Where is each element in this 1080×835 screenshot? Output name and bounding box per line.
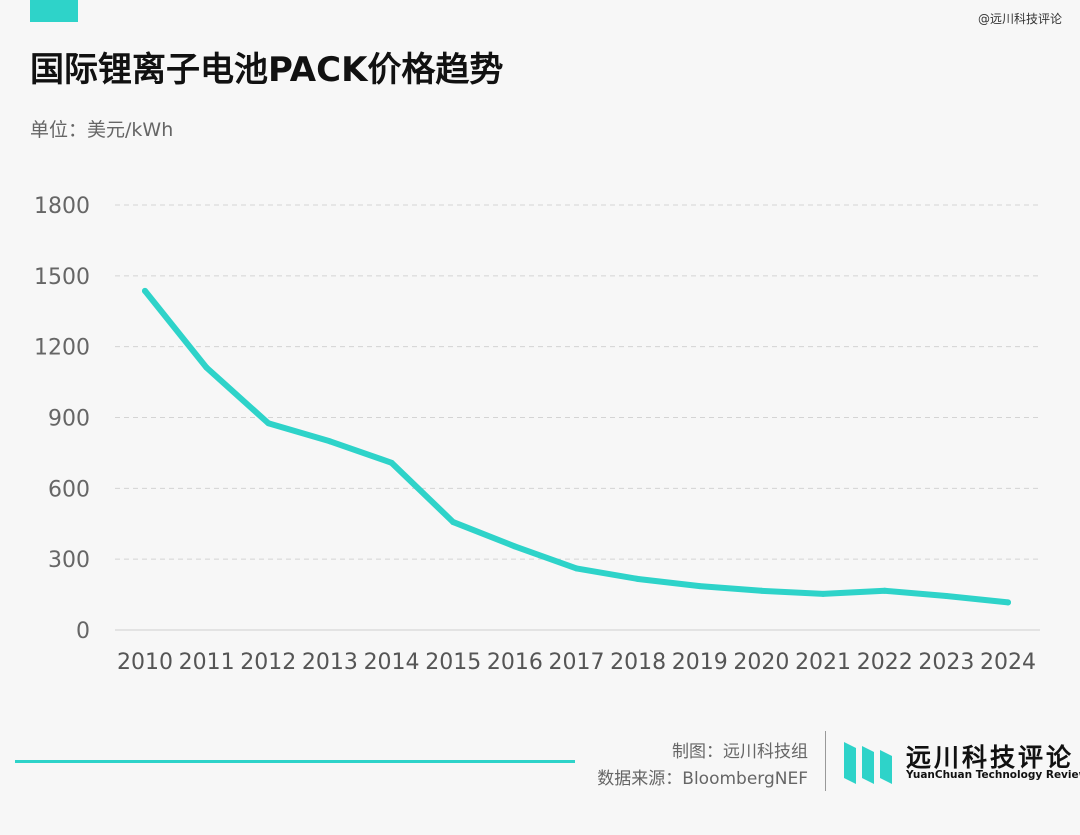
x-axis-ticks: 2010 2011 2012 2013 2014 2015 2016 2017 2018 2019…	[117, 650, 1036, 675]
footer-divider	[825, 731, 826, 791]
data-point	[820, 590, 827, 597]
x-tick-label: 2010	[117, 650, 173, 675]
series-line	[142, 287, 1011, 606]
data-point	[203, 364, 210, 371]
series-layer	[142, 287, 1011, 606]
brand-logo-icon	[844, 742, 892, 784]
x-tick-label: 2016	[487, 650, 543, 675]
data-point	[758, 587, 765, 594]
x-tick-label: 2020	[733, 650, 789, 675]
data-point	[943, 593, 950, 599]
x-tick-label: 2018	[610, 650, 666, 675]
y-axis-ticks: 0 300 600 900 1200 1500 1800	[34, 194, 90, 644]
x-tick-label: 2017	[549, 650, 605, 675]
grid-lines	[115, 204, 1040, 631]
x-tick-label: 2013	[302, 650, 358, 675]
data-point	[450, 519, 457, 526]
data-point	[326, 438, 333, 445]
y-tick-label: 900	[48, 407, 90, 432]
chart-maker-credit: 制图：远川科技组	[672, 742, 808, 762]
footer-accent-line	[15, 760, 575, 763]
data-point	[388, 459, 395, 466]
x-tick-label: 2015	[425, 650, 481, 675]
data-point	[1005, 599, 1011, 606]
x-tick-label: 2011	[179, 650, 235, 675]
y-tick-label: 1800	[34, 194, 90, 219]
y-tick-label: 0	[76, 619, 90, 644]
data-source-credit: 数据来源：BloombergNEF	[597, 769, 808, 789]
data-point	[881, 587, 888, 594]
y-tick-label: 1500	[34, 265, 90, 290]
y-tick-label: 600	[48, 477, 90, 502]
x-tick-label: 2024	[980, 650, 1036, 675]
data-point	[142, 287, 148, 294]
corner-accent-block	[30, 0, 78, 22]
data-point	[573, 565, 580, 572]
y-tick-label: 1200	[34, 336, 90, 361]
data-point	[696, 583, 703, 590]
brand-name-cn: 远川科技评论	[906, 743, 1075, 772]
x-tick-label: 2014	[364, 650, 420, 675]
x-tick-label: 2023	[918, 650, 974, 675]
data-points	[142, 287, 1011, 606]
y-tick-label: 300	[48, 548, 90, 573]
data-point	[265, 420, 272, 427]
data-point	[635, 576, 642, 582]
watermark: @远川科技评论	[977, 12, 1062, 26]
unit-label: 单位：美元/kWh	[30, 119, 174, 141]
page-title: 国际锂离子电池PACK价格趋势	[30, 50, 504, 90]
data-point	[511, 543, 518, 550]
brand-name-en: YuanChuan Technology Review	[906, 769, 1080, 781]
x-tick-label: 2022	[857, 650, 913, 675]
x-tick-label: 2019	[672, 650, 728, 675]
x-tick-label: 2012	[240, 650, 296, 675]
x-tick-label: 2021	[795, 650, 851, 675]
